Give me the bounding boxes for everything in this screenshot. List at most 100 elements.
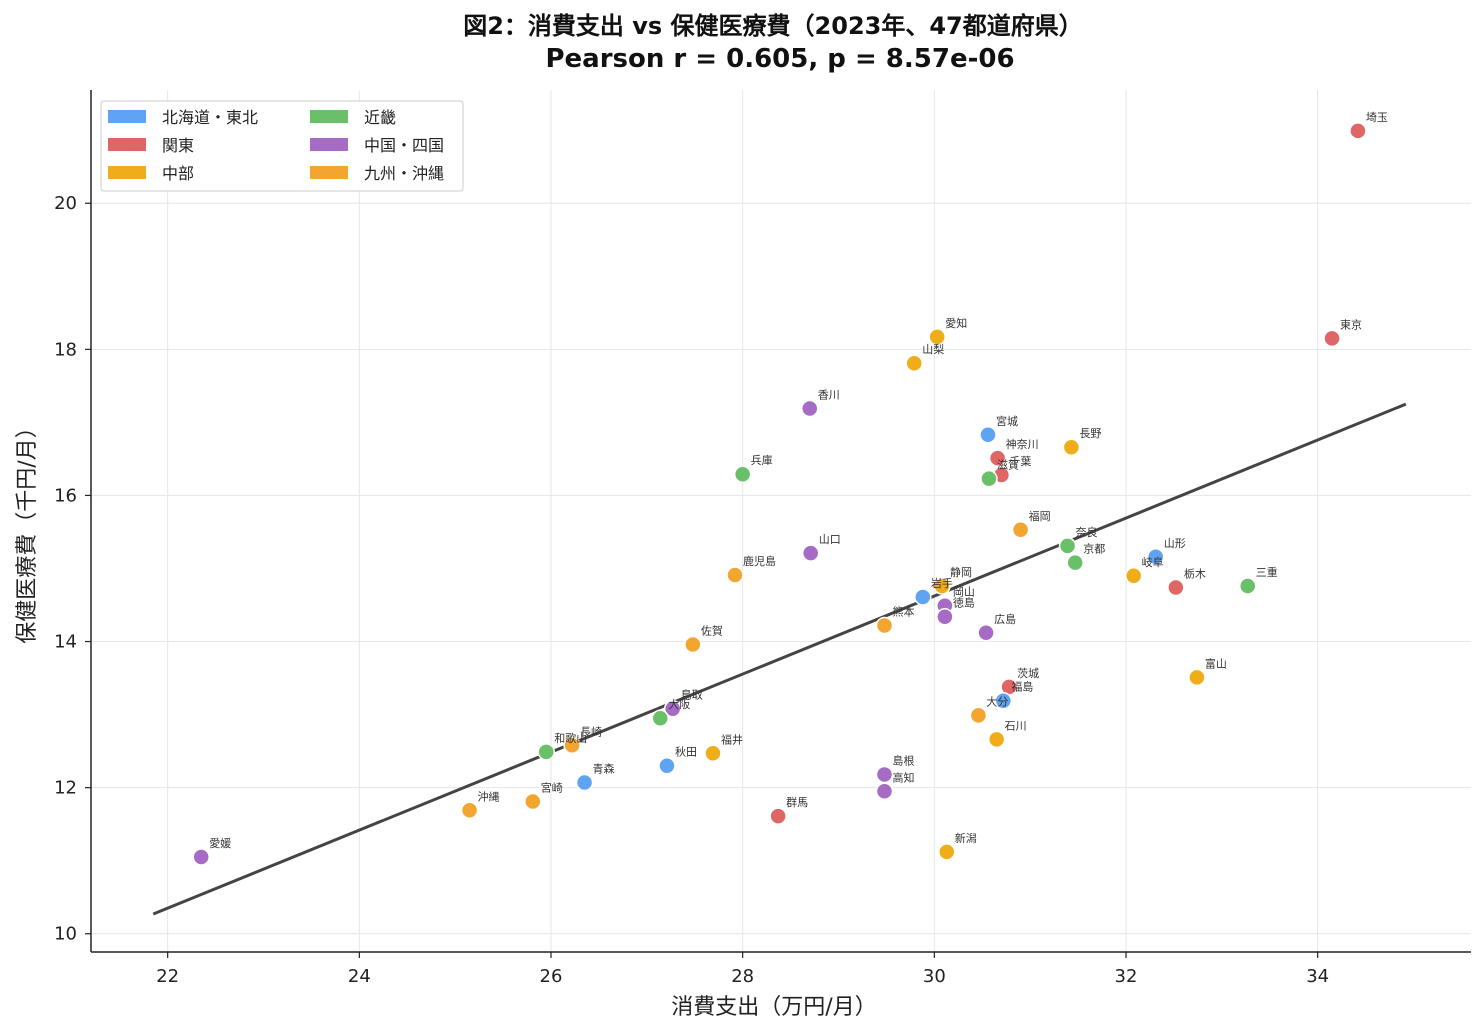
data-point	[1124, 567, 1143, 585]
data-point	[684, 635, 702, 654]
point-label: 京都	[1083, 542, 1105, 556]
point-label: 福島	[1011, 680, 1033, 694]
legend-swatch	[310, 166, 348, 179]
data-point	[460, 801, 479, 820]
data-point	[524, 792, 542, 811]
data-point	[1146, 548, 1165, 566]
point-label: 大阪	[668, 697, 690, 711]
data-point	[875, 765, 894, 784]
point-label: 秋田	[675, 745, 697, 759]
point-label: 徳島	[953, 596, 975, 610]
x-tick-label: 24	[348, 966, 371, 987]
grid-lines	[91, 90, 1471, 952]
y-tick-label: 20	[54, 193, 77, 214]
data-point	[875, 616, 894, 635]
data-point	[1058, 537, 1077, 555]
point-label: 長野	[1079, 427, 1101, 440]
data-point	[914, 588, 932, 606]
legend-frame	[100, 100, 464, 192]
data-point	[801, 399, 819, 418]
y-tick-label: 18	[54, 339, 77, 360]
legend-label: 中国・四国	[364, 136, 444, 155]
point-label: 広島	[994, 612, 1016, 626]
legend-swatch	[108, 166, 146, 179]
point-label: 栃木	[1184, 566, 1206, 580]
data-point	[936, 607, 954, 626]
point-label: 大分	[986, 694, 1008, 708]
chart-subtitle: Pearson r = 0.605, p = 8.57e-06	[545, 44, 1014, 74]
data-point	[733, 465, 752, 483]
legend-label: 中部	[162, 164, 194, 183]
data-point	[980, 469, 998, 488]
point-label: 岐阜	[1142, 556, 1164, 569]
x-tick-label: 32	[1115, 966, 1138, 987]
legend-swatch	[108, 110, 146, 123]
legend-swatch	[108, 138, 146, 151]
point-label: 和歌山	[554, 731, 587, 745]
point-label: 香川	[818, 389, 840, 402]
data-point	[537, 743, 555, 761]
point-label: 沖縄	[478, 789, 500, 803]
point-label: 愛知	[945, 316, 967, 330]
legend-label: 近畿	[364, 108, 396, 127]
point-label: 愛媛	[209, 836, 231, 850]
data-point	[1011, 521, 1030, 539]
data-point	[563, 736, 581, 755]
point-label: 兵庫	[751, 453, 773, 467]
point-label: 宮城	[996, 414, 1018, 428]
y-axis-label: 保健医療費（千円/月）	[15, 416, 40, 643]
point-label: 富山	[1205, 656, 1227, 670]
x-axis-ticks: 22 24 26 28 30 32 34	[156, 952, 1329, 987]
legend-label: 九州・沖縄	[364, 164, 444, 183]
data-point	[1238, 577, 1257, 595]
point-label: 鳥取	[681, 688, 703, 702]
point-label: 岡山	[953, 586, 975, 599]
data-point	[658, 756, 676, 775]
data-point	[726, 566, 744, 584]
point-label: 島根	[893, 753, 915, 767]
data-point	[977, 624, 995, 642]
regression-line	[152, 402, 1407, 916]
point-label: 神奈川	[1006, 437, 1039, 451]
x-tick-label: 22	[156, 966, 179, 987]
data-point	[704, 744, 722, 763]
data-point	[1188, 668, 1206, 687]
data-point	[575, 773, 594, 792]
data-point	[969, 706, 988, 725]
data-point	[1167, 578, 1185, 597]
point-label: 熊本	[893, 604, 915, 618]
point-label: 新潟	[955, 831, 977, 845]
point-label: 山梨	[922, 342, 944, 356]
data-point	[875, 782, 894, 801]
point-label: 滋賀	[997, 459, 1019, 472]
point-label: 福井	[721, 732, 743, 746]
point-label: 群馬	[786, 795, 808, 809]
data-point	[1062, 438, 1081, 456]
x-tick-label: 30	[923, 966, 946, 987]
legend-label: 北海道・東北	[162, 108, 258, 127]
point-label: 福岡	[1029, 509, 1051, 523]
data-point	[994, 691, 1013, 710]
data-point	[928, 328, 946, 346]
point-label: 長崎	[580, 724, 602, 738]
data-point	[1349, 122, 1367, 140]
point-label: 石川	[1005, 719, 1027, 732]
data-points	[192, 122, 1367, 866]
data-point	[1066, 553, 1084, 572]
point-label: 高知	[893, 770, 915, 784]
y-tick-label: 12	[54, 778, 77, 799]
data-point	[769, 807, 787, 825]
legend-swatch	[310, 138, 348, 151]
x-tick-label: 28	[731, 966, 754, 987]
point-label: 宮崎	[541, 781, 563, 795]
point-label: 埼玉	[1366, 110, 1388, 124]
point-label: 東京	[1340, 317, 1362, 331]
data-point	[192, 848, 210, 866]
data-point	[987, 730, 1006, 749]
x-tick-label: 34	[1306, 966, 1329, 987]
point-label: 佐賀	[701, 623, 723, 637]
legend-label: 関東	[162, 136, 194, 155]
data-point	[651, 709, 669, 727]
